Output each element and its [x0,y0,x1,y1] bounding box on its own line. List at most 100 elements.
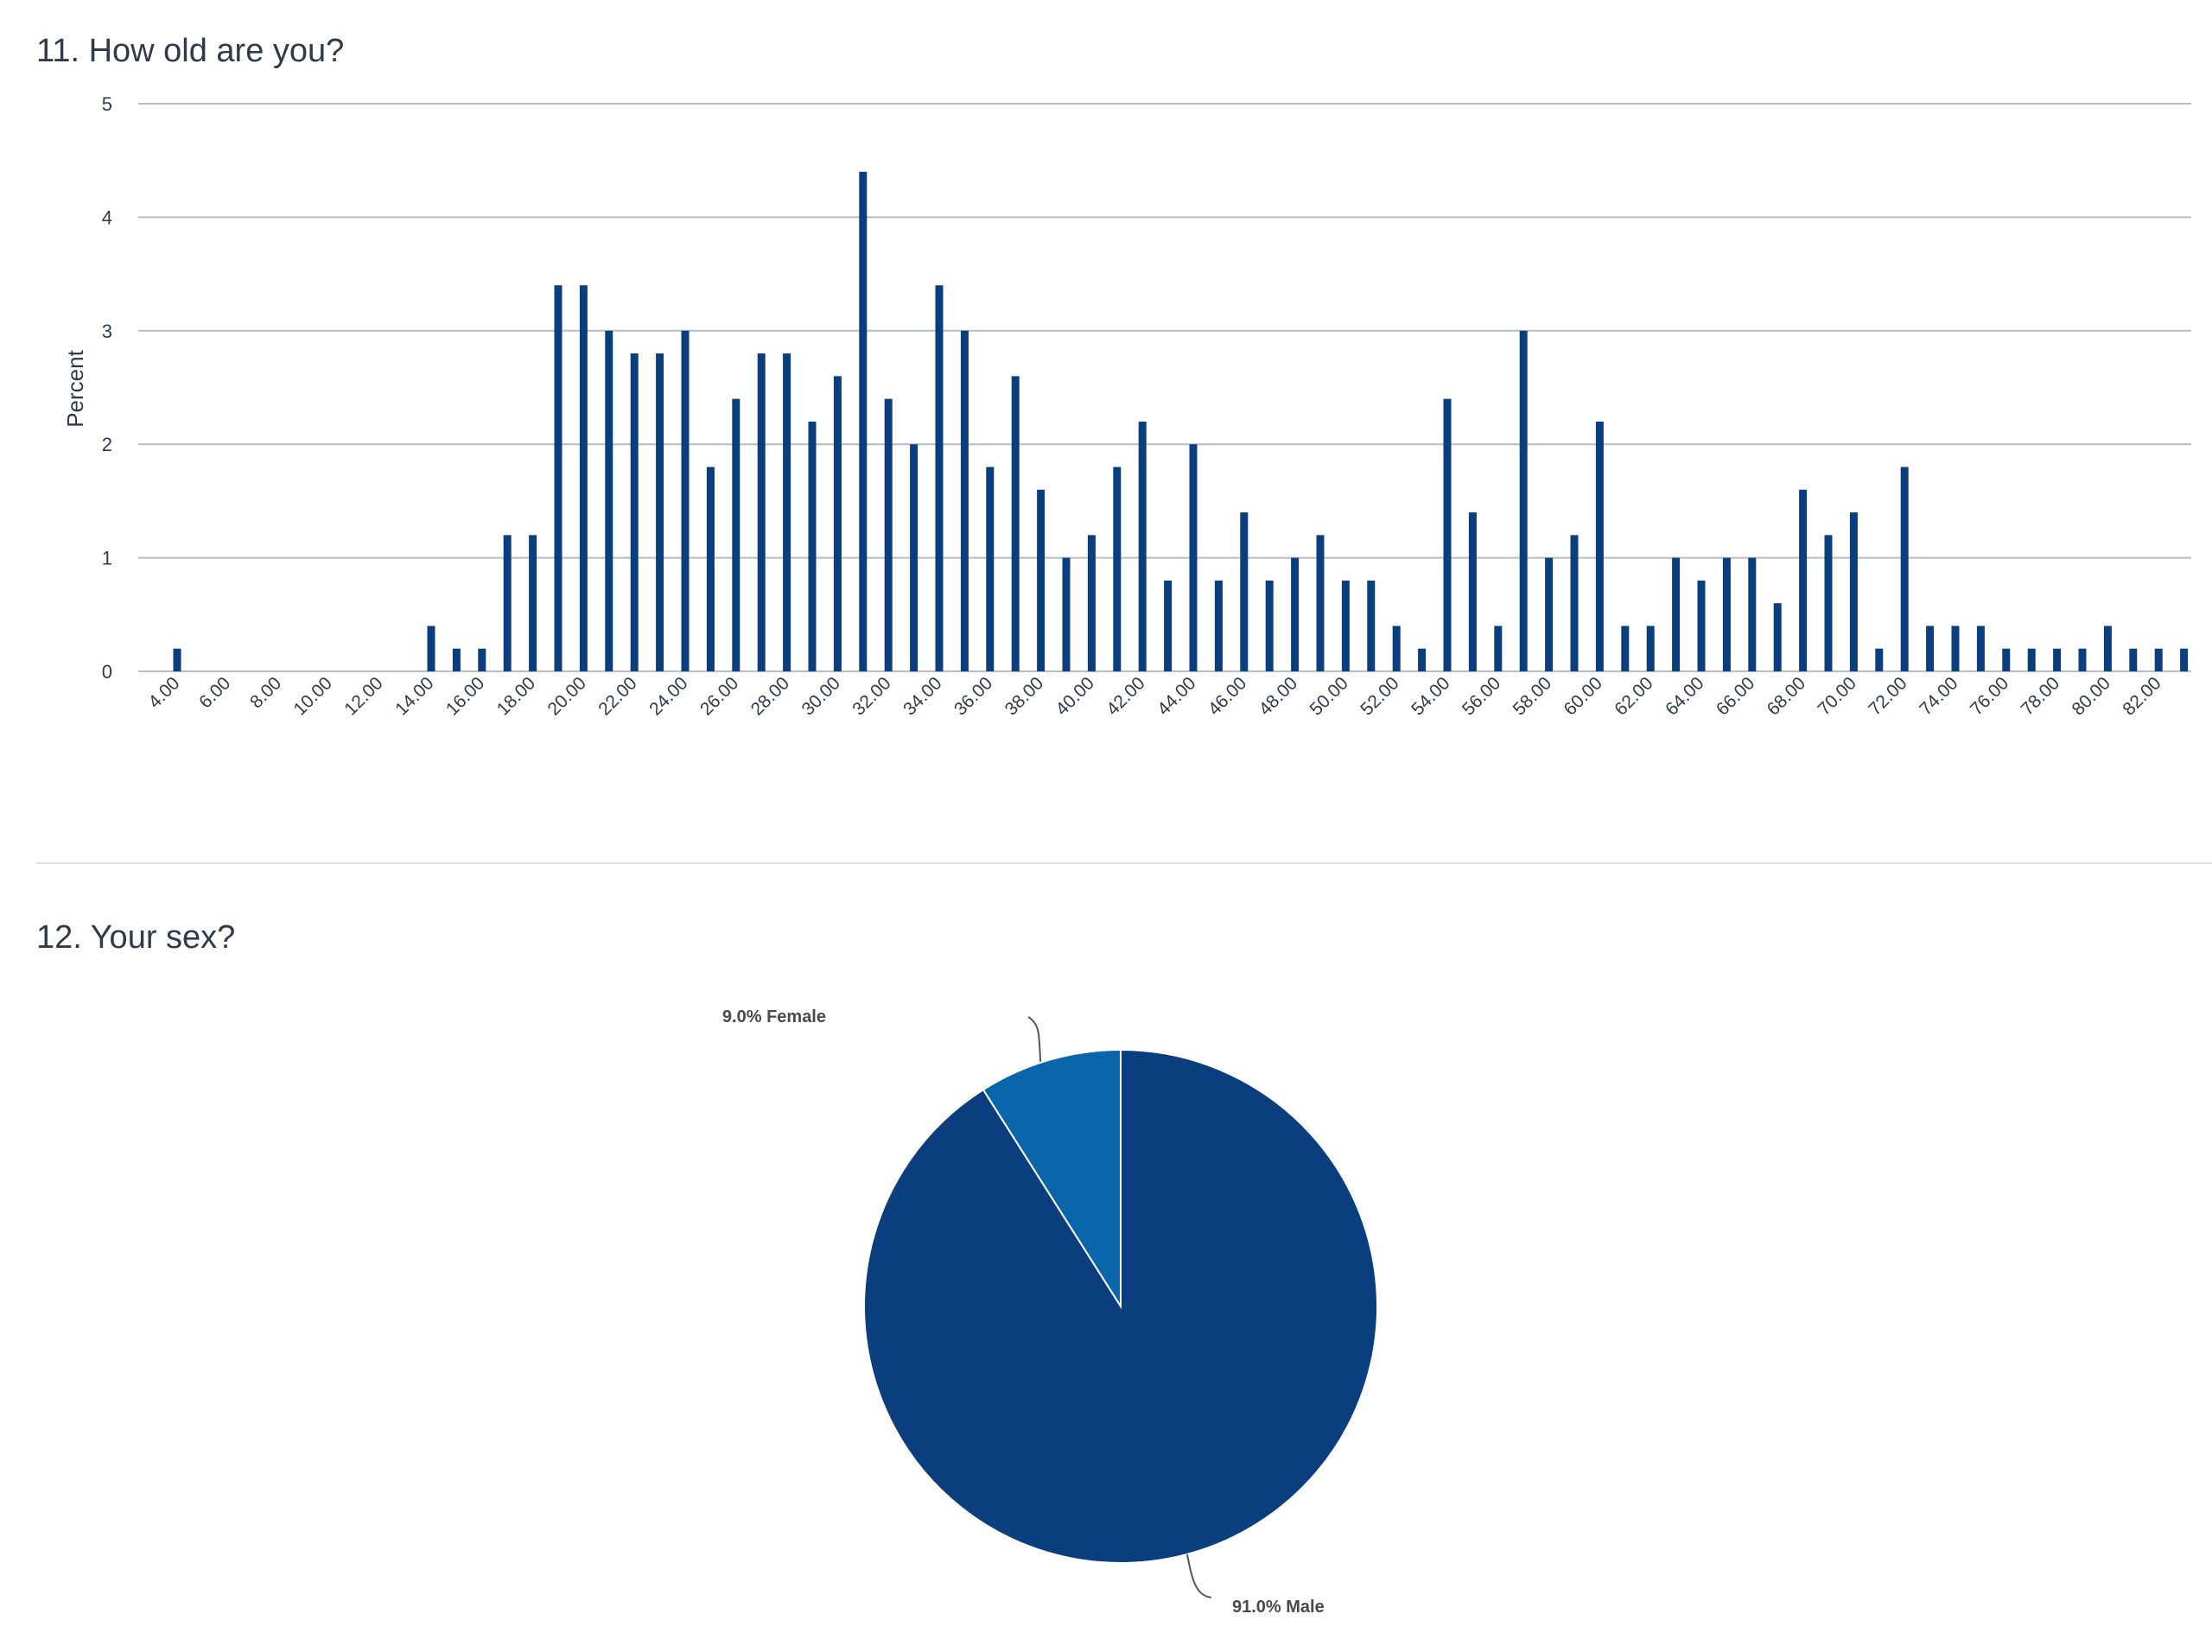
age-bar [1976,626,1985,671]
age-bar [1722,557,1731,671]
x-tick-label: 32.00 [849,673,894,719]
age-bar [960,330,969,671]
x-tick-label: 68.00 [1764,673,1809,719]
age-bar [859,171,868,672]
x-tick-label: 34.00 [899,673,945,719]
x-tick-label: 20.00 [544,673,590,719]
x-tick-label: 80.00 [2069,673,2114,719]
x-tick-label: 54.00 [1408,673,1453,719]
age-bar [1570,535,1579,671]
age-bar [1849,512,1858,671]
age-bar [1595,421,1604,671]
age-bar [1392,626,1401,671]
age-bar [1875,648,1884,671]
pie-leader-line [1027,1015,1042,1062]
age-bar [1367,580,1376,671]
age-bar [1214,580,1223,671]
x-tick-label: 76.00 [1967,673,2012,719]
x-tick-label: 22.00 [594,673,640,719]
x-tick-label: 8.00 [246,673,285,712]
age-bar [1926,626,1935,671]
x-tick-label: 4.00 [144,673,183,712]
x-tick-label: 64.00 [1662,673,1707,719]
age-bar [681,330,690,671]
x-tick-label: 82.00 [2119,673,2164,719]
x-tick-label: 28.00 [747,673,793,719]
x-tick-label: 24.00 [645,673,691,719]
age-bar [833,376,842,671]
age-bar [1824,535,1833,671]
age-bar [1621,626,1630,671]
y-tick-label: 2 [102,434,112,455]
section-divider [36,862,2212,864]
age-bar [1951,626,1960,671]
x-tick-label: 56.00 [1459,673,1504,719]
x-tick-label: 62.00 [1611,673,1656,719]
age-bar [1494,626,1503,671]
pie-slice [982,1048,1122,1310]
x-tick-label: 26.00 [696,673,742,719]
age-bar [427,626,435,671]
age-bar [2053,648,2062,671]
age-bar [986,467,995,671]
x-tick-label: 38.00 [1001,673,1047,719]
age-bar [173,648,181,671]
x-tick-label: 46.00 [1205,673,1250,719]
age-bar [1748,557,1757,671]
age-bar [529,535,537,671]
x-tick-label: 30.00 [798,673,844,719]
age-bar [2078,648,2087,671]
age-bar [1291,557,1300,671]
age-bar [808,421,817,671]
y-tick-label: 3 [102,321,112,342]
y-tick-label: 0 [102,661,112,683]
age-bar [2002,648,2011,671]
age-bar [935,285,944,671]
x-tick-label: 70.00 [1815,673,1860,719]
x-tick-label: 6.00 [195,673,234,712]
age-bar [656,353,664,671]
sex-question-section: 12. Your sex? 9.0% Female 91.0% Male [0,862,2212,1652]
x-tick-label: 12.00 [340,673,386,719]
age-bar [630,353,639,671]
age-bar [706,467,715,671]
age-bar [503,535,512,671]
age-bar [1240,512,1249,671]
age-bar [1265,580,1274,671]
age-bar [1316,535,1325,671]
age-question-section: 11. How old are you? 0 1 2 3 4 5 4.00 6.00 8.00… [36,33,2191,720]
y-tick-label: 4 [102,206,112,228]
x-tick-label: 72.00 [1865,673,1910,719]
age-bar [884,398,893,671]
age-bar [2154,648,2163,671]
age-bar [1900,467,1909,671]
x-tick-label: 50.00 [1306,673,1352,719]
x-tick-label: 48.00 [1255,673,1301,719]
age-bar [1545,557,1554,671]
age-bar [1443,398,1452,671]
x-tick-label: 60.00 [1560,673,1606,719]
age-bar [1062,557,1071,671]
age-bar [910,444,918,671]
x-tick-label: 74.00 [1916,673,1961,719]
age-bar [2129,648,2138,671]
age-bar [1799,489,1808,671]
age-bar [1672,557,1681,671]
y-axis-label: Percent [62,349,88,427]
pie-slice [863,1048,1378,1564]
age-bar [1468,512,1477,671]
age-bar [478,648,486,671]
x-tick-label: 40.00 [1052,673,1098,719]
age-bar [2103,626,2112,671]
age-bar [1519,330,1528,671]
x-tick-label: 16.00 [442,673,488,719]
age-bar [1138,421,1147,671]
age-bar [2027,648,2036,671]
age-bar [1341,580,1350,671]
x-tick-label: 58.00 [1510,673,1555,719]
question-title-age: 11. How old are you? [36,33,345,69]
x-tick-label: 52.00 [1357,673,1402,719]
x-tick-label: 66.00 [1713,673,1758,719]
age-bar [732,398,741,671]
age-bar [579,285,588,671]
